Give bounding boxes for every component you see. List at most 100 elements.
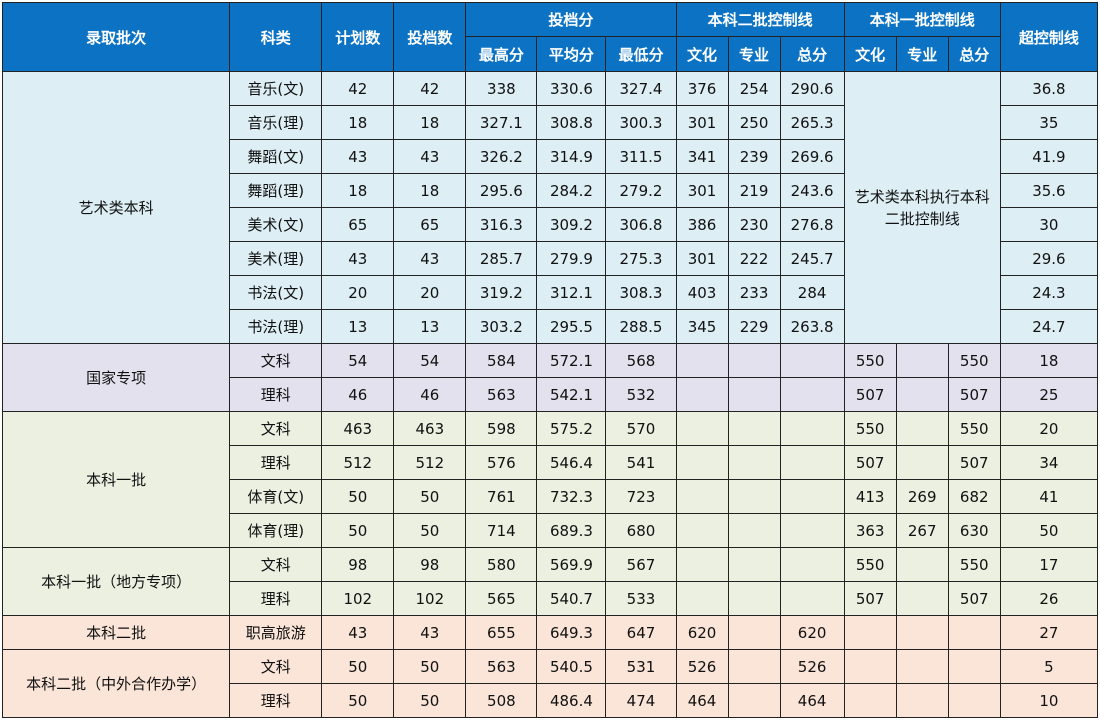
min-cell: 647 xyxy=(605,615,677,650)
major1-cell xyxy=(895,615,949,650)
max-cell: 580 xyxy=(465,547,538,582)
major2-cell xyxy=(727,377,781,412)
plan-cell: 50 xyxy=(321,513,395,548)
filed-cell: 54 xyxy=(393,343,467,378)
major2-cell: 222 xyxy=(727,241,781,276)
culture2-cell: 301 xyxy=(675,173,729,208)
total1-cell: 550 xyxy=(947,343,1001,378)
avg-cell: 540.7 xyxy=(536,581,607,616)
table-row: 本科二批（中外合作办学） 文科 50 50 563 540.5 531 526 … xyxy=(1,649,1099,718)
over-cell: 17 xyxy=(999,547,1099,582)
over-cell: 35.6 xyxy=(999,173,1099,208)
max-cell: 327.1 xyxy=(465,105,538,140)
min-cell: 308.3 xyxy=(605,275,677,310)
major2-cell xyxy=(727,343,781,378)
max-cell: 563 xyxy=(465,649,538,684)
min-cell: 306.8 xyxy=(605,207,677,242)
col-header-major2: 专业 xyxy=(727,36,781,72)
over-cell: 34 xyxy=(999,445,1099,480)
min-cell: 680 xyxy=(605,513,677,548)
major2-cell xyxy=(727,649,781,684)
avg-cell: 569.9 xyxy=(536,547,607,582)
total1-cell xyxy=(947,683,1001,718)
total2-cell: 245.7 xyxy=(779,241,845,276)
over-cell: 27 xyxy=(999,615,1099,650)
plan-cell: 18 xyxy=(321,105,395,140)
total2-cell xyxy=(779,479,845,514)
table-row: 本科一批（地方专项） 文科 98 98 580 569.9 567 550 55… xyxy=(1,547,1099,616)
col-group-score: 投档分 xyxy=(465,2,677,37)
max-cell: 584 xyxy=(465,343,538,378)
major2-cell: 254 xyxy=(727,71,781,106)
avg-cell: 308.8 xyxy=(536,105,607,140)
plan-cell: 50 xyxy=(321,649,395,684)
total2-cell: 243.6 xyxy=(779,173,845,208)
subject-cell: 职高旅游 xyxy=(229,615,323,650)
subject-cell: 音乐(文) xyxy=(229,71,323,106)
max-cell: 303.2 xyxy=(465,309,538,344)
min-cell: 541 xyxy=(605,445,677,480)
avg-cell: 309.2 xyxy=(536,207,607,242)
subject-cell: 理科 xyxy=(229,445,323,480)
over-cell: 29.6 xyxy=(999,241,1099,276)
culture2-cell: 345 xyxy=(675,309,729,344)
avg-cell: 314.9 xyxy=(536,139,607,174)
table-row: 本科一批 文科 463 463 598 575.2 570 550 550 20 xyxy=(1,411,1099,548)
batch-cell: 本科一批 xyxy=(1,411,231,548)
culture2-cell xyxy=(675,513,729,548)
max-cell: 285.7 xyxy=(465,241,538,276)
culture2-cell: 464 xyxy=(675,683,729,718)
subject-cell: 理科 xyxy=(229,581,323,616)
filed-cell: 18 xyxy=(393,173,467,208)
table-row: 本科二批 职高旅游 43 43 655 649.3 647 620 620 27 xyxy=(1,615,1099,650)
total2-cell: 265.3 xyxy=(779,105,845,140)
art-line-note: 艺术类本科执行本科二批控制线 xyxy=(843,71,1001,344)
total2-cell xyxy=(779,411,845,446)
min-cell: 531 xyxy=(605,649,677,684)
total2-cell xyxy=(779,445,845,480)
plan-cell: 463 xyxy=(321,411,395,446)
over-cell: 35 xyxy=(999,105,1099,140)
major2-cell xyxy=(727,581,781,616)
avg-cell: 284.2 xyxy=(536,173,607,208)
max-cell: 563 xyxy=(465,377,538,412)
culture2-cell xyxy=(675,343,729,378)
total2-cell: 526 xyxy=(779,649,845,684)
subject-cell: 文科 xyxy=(229,343,323,378)
plan-cell: 512 xyxy=(321,445,395,480)
total2-cell xyxy=(779,377,845,412)
plan-cell: 20 xyxy=(321,275,395,310)
major1-cell xyxy=(895,683,949,718)
subject-cell: 书法(理) xyxy=(229,309,323,344)
culture1-cell: 413 xyxy=(843,479,897,514)
avg-cell: 649.3 xyxy=(536,615,607,650)
avg-cell: 546.4 xyxy=(536,445,607,480)
subject-cell: 理科 xyxy=(229,377,323,412)
filed-cell: 50 xyxy=(393,513,467,548)
subject-cell: 文科 xyxy=(229,547,323,582)
major2-cell: 239 xyxy=(727,139,781,174)
culture1-cell: 550 xyxy=(843,411,897,446)
col-header-over: 超控制线 xyxy=(999,2,1099,72)
total2-cell xyxy=(779,513,845,548)
culture1-cell xyxy=(843,683,897,718)
total2-cell: 263.8 xyxy=(779,309,845,344)
major1-cell xyxy=(895,649,949,684)
major1-cell xyxy=(895,343,949,378)
culture2-cell: 376 xyxy=(675,71,729,106)
major2-cell xyxy=(727,683,781,718)
plan-cell: 50 xyxy=(321,479,395,514)
major2-cell: 219 xyxy=(727,173,781,208)
subject-cell: 体育(文) xyxy=(229,479,323,514)
culture1-cell: 363 xyxy=(843,513,897,548)
culture2-cell: 301 xyxy=(675,105,729,140)
over-cell: 24.7 xyxy=(999,309,1099,344)
culture1-cell: 507 xyxy=(843,445,897,480)
avg-cell: 732.3 xyxy=(536,479,607,514)
over-cell: 5 xyxy=(999,649,1099,684)
total1-cell xyxy=(947,615,1001,650)
major1-cell xyxy=(895,377,949,412)
subject-cell: 体育(理) xyxy=(229,513,323,548)
culture1-cell: 507 xyxy=(843,581,897,616)
